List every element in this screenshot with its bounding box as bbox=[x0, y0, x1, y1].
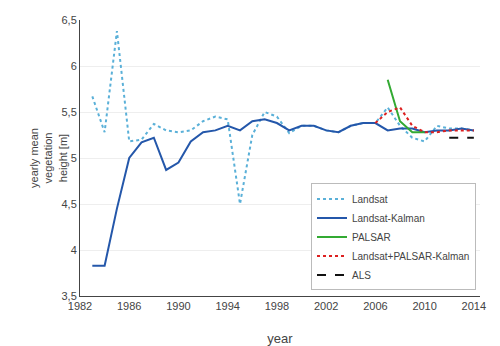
svg-text:Landsat+PALSAR-Kalman: Landsat+PALSAR-Kalman bbox=[352, 251, 469, 262]
svg-text:4: 4 bbox=[71, 244, 77, 256]
svg-text:3,5: 3,5 bbox=[62, 290, 77, 302]
svg-text:4,5: 4,5 bbox=[62, 198, 77, 210]
svg-text:Landsat-Kalman: Landsat-Kalman bbox=[352, 213, 425, 224]
svg-text:Landsat: Landsat bbox=[352, 194, 388, 205]
svg-text:yearly meanvegetationheight [m: yearly meanvegetationheight [m] bbox=[28, 128, 69, 188]
svg-text:1998: 1998 bbox=[265, 300, 289, 312]
svg-text:1986: 1986 bbox=[117, 300, 141, 312]
svg-text:2010: 2010 bbox=[412, 300, 436, 312]
svg-text:6: 6 bbox=[71, 60, 77, 72]
svg-text:year: year bbox=[267, 331, 293, 346]
svg-text:PALSAR: PALSAR bbox=[352, 232, 391, 243]
svg-text:5,5: 5,5 bbox=[62, 106, 77, 118]
svg-text:1990: 1990 bbox=[166, 300, 190, 312]
svg-text:1994: 1994 bbox=[215, 300, 239, 312]
svg-text:5: 5 bbox=[71, 152, 77, 164]
svg-text:1982: 1982 bbox=[68, 300, 92, 312]
svg-text:2014: 2014 bbox=[462, 300, 486, 312]
svg-text:ALS: ALS bbox=[352, 270, 371, 281]
svg-text:6,5: 6,5 bbox=[62, 14, 77, 26]
svg-text:2002: 2002 bbox=[314, 300, 338, 312]
svg-text:2006: 2006 bbox=[363, 300, 387, 312]
